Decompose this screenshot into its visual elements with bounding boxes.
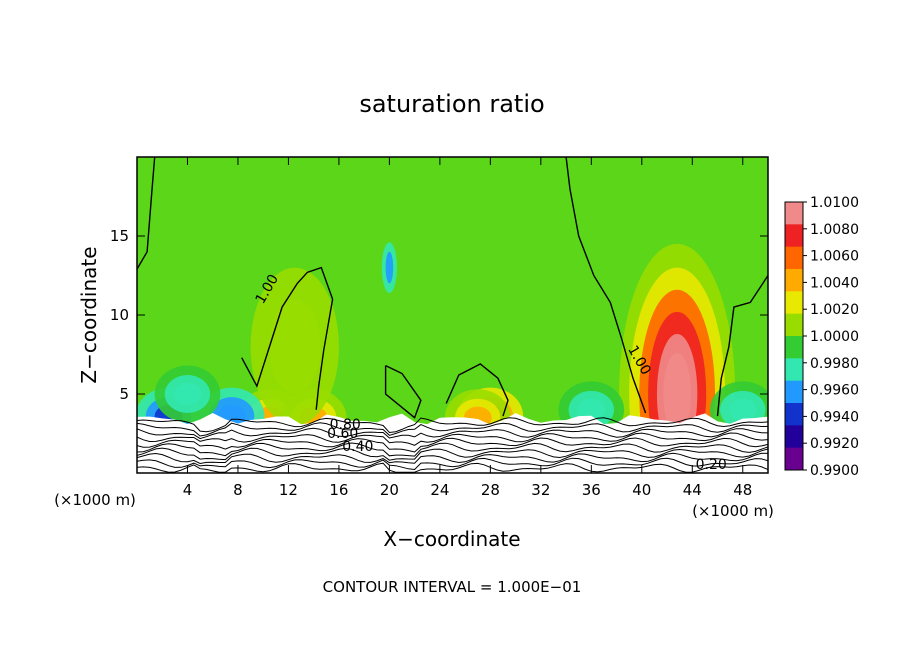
colorbar-swatch — [785, 224, 803, 248]
contour-line — [137, 462, 768, 473]
contour-lines — [137, 157, 768, 473]
contour-line-1.00 — [384, 364, 422, 419]
contour-line — [137, 432, 768, 446]
x-axis-label: X−coordinate — [383, 527, 520, 551]
colorbar-label: 0.9960 — [810, 383, 859, 399]
colorbar-swatch — [785, 313, 803, 337]
field-anomaly — [381, 242, 397, 293]
contour-line-1.00 — [137, 157, 156, 270]
y-tick-label: 5 — [119, 385, 129, 403]
x-tick-label: 44 — [683, 481, 702, 499]
colorbar-label: 1.0060 — [810, 249, 859, 265]
contour-line-1.00 — [445, 363, 509, 417]
field-band — [577, 398, 606, 421]
colorbar-label: 0.9940 — [810, 409, 859, 425]
colorbar-swatch — [785, 291, 803, 315]
x-tick-label: 28 — [481, 481, 500, 499]
colorbar: 1.0100 1.0080 1.0060 1.0040 1.0020 1.0000 0.99… — [784, 195, 859, 479]
colorbar-swatch — [785, 336, 803, 359]
colorbar-swatch — [785, 246, 803, 270]
x-tick-label: 32 — [531, 481, 550, 499]
contour-line — [137, 457, 768, 471]
x-axis-unit: (×1000 m) — [692, 502, 774, 520]
contour-line — [137, 417, 768, 434]
colorbar-swatch — [785, 358, 803, 382]
contour-line-1.00 — [565, 157, 647, 414]
colorbar-label: 0.9900 — [810, 463, 859, 479]
contour-line — [137, 452, 768, 465]
colorbar-label: 1.0020 — [810, 302, 859, 318]
chart-title: saturation ratio — [359, 90, 544, 118]
x-tick-label: 40 — [632, 481, 651, 499]
x-tick-label: 16 — [329, 481, 348, 499]
x-tick-label: 48 — [733, 481, 752, 499]
contour-line — [137, 442, 768, 457]
y-tick-label: 15 — [110, 227, 129, 245]
colorbar-label: 1.0000 — [810, 329, 859, 345]
contour-line — [137, 447, 768, 461]
contour-label: 0.40 — [342, 439, 373, 455]
field-anomaly — [154, 365, 221, 423]
colorbar-swatch — [785, 269, 803, 292]
x-tick-label: 24 — [430, 481, 449, 499]
contour-line — [137, 427, 768, 440]
colorbar-swatch — [785, 202, 803, 225]
field-anomaly — [250, 267, 339, 426]
x-tick-label: 4 — [183, 481, 193, 499]
contour-interval-note: CONTOUR INTERVAL = 1.000E−01 — [323, 578, 582, 596]
colorbar-swatch — [785, 425, 803, 449]
x-tick-label: 36 — [582, 481, 601, 499]
colorbar-swatch — [785, 447, 803, 471]
colorbar-label: 0.9920 — [810, 436, 859, 452]
y-axis-unit: (×1000 m) — [54, 491, 136, 509]
field-band — [663, 352, 692, 436]
contour-label: 0.60 — [327, 426, 358, 442]
y-tick-label: 10 — [110, 306, 129, 324]
contour-line-1.00 — [716, 275, 768, 417]
colorbar-label: 1.0080 — [810, 222, 859, 238]
colorbar-swatch — [785, 403, 803, 426]
contour-line-1.00 — [241, 266, 334, 410]
field-band — [269, 299, 320, 394]
contour-label: 0.80 — [330, 417, 361, 433]
x-tick-label: 20 — [380, 481, 399, 499]
y-axis-label: Z−coordinate — [77, 246, 101, 383]
x-axis: 4 8 12 16 20 24 28 32 36 40 44 48 — [183, 157, 752, 499]
x-tick-label: 8 — [233, 481, 243, 499]
colorbar-label: 1.0100 — [810, 195, 859, 211]
x-tick-label: 12 — [279, 481, 298, 499]
colorbar-label: 0.9980 — [810, 356, 859, 372]
contour-label: 0.20 — [696, 457, 727, 473]
colorbar-label: 1.0040 — [810, 275, 859, 291]
field-band — [173, 382, 202, 406]
field-band — [728, 398, 757, 421]
contour-line — [137, 437, 768, 453]
contour-line — [137, 422, 768, 437]
colorbar-swatch — [785, 380, 803, 404]
y-axis: 5 10 15 — [110, 227, 768, 403]
field-band — [385, 251, 394, 284]
